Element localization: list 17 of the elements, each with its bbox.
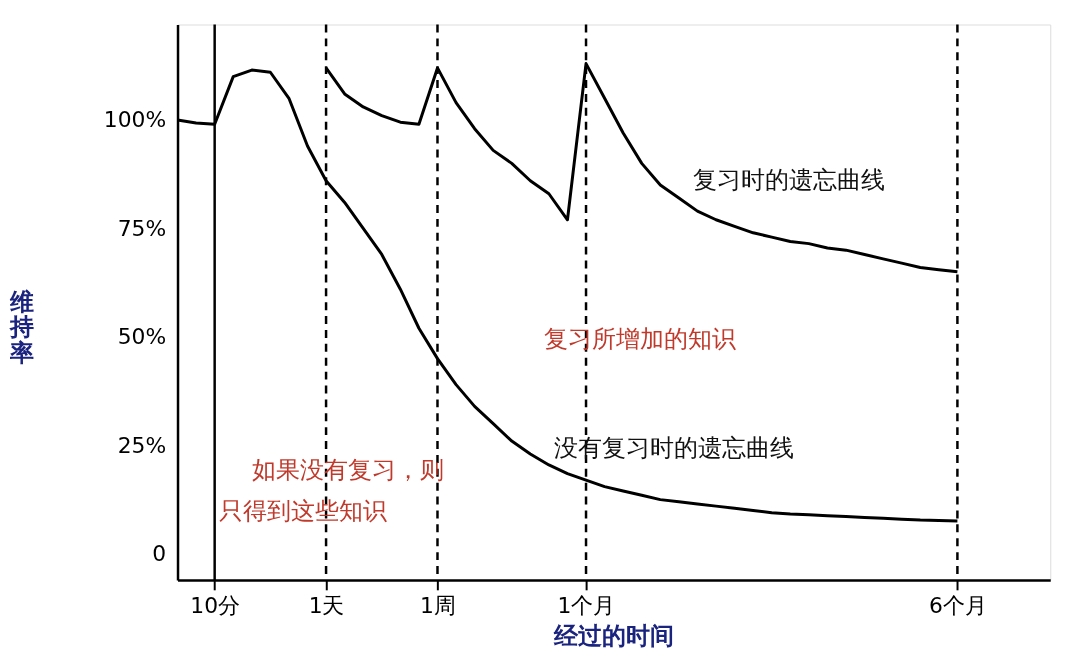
- y-tick-label: 75%: [117, 215, 167, 241]
- annotation: 没有复习时的遗忘曲线: [554, 433, 795, 462]
- annotation: 复习所增加的知识: [544, 324, 737, 353]
- annotation: 如果没有复习，则: [251, 455, 444, 484]
- x-tick-label: 1个月: [557, 593, 616, 619]
- y-tick-label: 0: [152, 541, 167, 567]
- y-tick-label: 100%: [103, 107, 167, 133]
- y-axis-title: 维持率: [9, 287, 35, 368]
- annotation: 只得到这些知识: [219, 497, 388, 526]
- x-tick-label: 1周: [420, 593, 456, 619]
- x-tick-label: 1天: [308, 593, 345, 619]
- x-tick-label: 10分: [190, 593, 241, 619]
- x-tick-label: 6个月: [928, 593, 987, 619]
- y-tick-label: 25%: [117, 432, 167, 458]
- x-axis-title: 经过的时间: [553, 621, 675, 650]
- annotation: 复习时的遗忘曲线: [693, 166, 886, 195]
- y-tick-label: 50%: [117, 324, 167, 350]
